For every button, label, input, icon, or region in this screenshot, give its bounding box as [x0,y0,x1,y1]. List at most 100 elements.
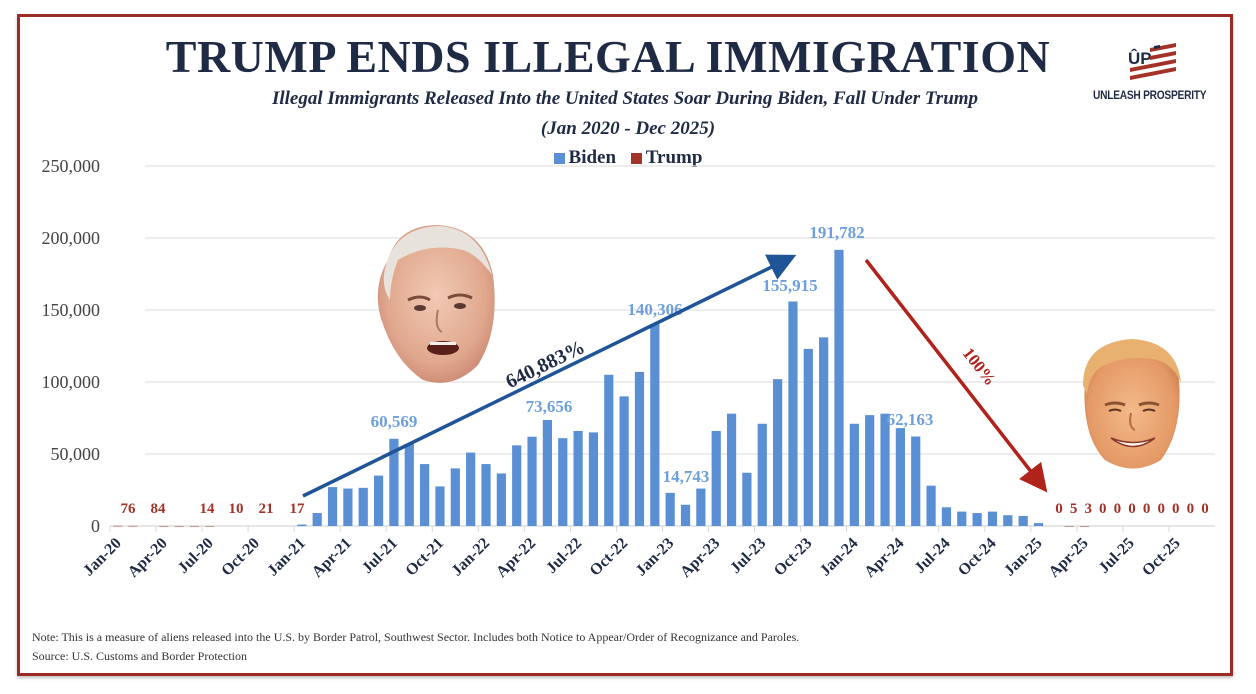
bar-biden-Oct-24 [987,511,998,526]
bar-trump-Jan-20 [113,525,123,527]
bar-biden-Aug-24 [957,511,967,526]
bar-trump-Jun-20 [189,525,200,527]
bar-biden-Jun-23 [742,472,752,526]
y-tick-label: 50,000 [51,444,101,464]
data-label-trump: 17 [290,501,306,517]
data-label-trump-2025: 0 [1114,501,1122,517]
bar-biden-Oct-23 [803,348,813,526]
trump-face-image [1083,339,1181,469]
data-label-trump-2025: 0 [1128,501,1136,517]
bar-biden-May-24 [911,436,921,526]
bar-biden-Nov-23 [819,337,829,526]
y-tick-label: 250,000 [42,156,101,176]
x-tick-label: Jul-20 [175,535,217,577]
bar-trump-Apr-20 [159,525,169,527]
legend-swatch-biden [553,152,565,164]
data-label-trump-2025: 0 [1157,501,1165,517]
x-tick-label: Apr-22 [493,535,539,581]
bar-biden-Nov-24 [1003,515,1013,526]
x-tick-label: Jul-23 [727,535,769,577]
bar-trump-Feb-20 [128,525,138,527]
bar-trump-Jul-20 [205,525,215,527]
data-label-trump: 21 [259,501,274,517]
data-label-trump: 76 [121,501,137,517]
bar-biden-Apr-24 [895,428,905,526]
bar-biden-Jan-21 [297,524,307,527]
y-axis-ticks: 0 50,000 100,000 150,000 200,000 250,000 [42,156,101,536]
bars [113,249,1090,527]
x-tick-label: Oct-21 [402,535,447,580]
x-tick-label: Apr-20 [125,535,171,581]
bar-biden-Jul-22 [573,430,583,526]
bar-biden-Feb-24 [865,415,875,526]
date-range: (Jan 2020 - Dec 2025) [540,118,716,139]
y-tick-label: 100,000 [42,372,101,392]
bar-biden-Dec-21 [466,452,476,526]
data-label-biden: 14,743 [663,467,710,486]
data-label-trump-2025: 0 [1143,501,1151,517]
rise-arrow [302,254,797,498]
data-label-biden: 155,915 [762,276,817,295]
bar-biden-May-23 [726,413,737,526]
footnote-note: Note: This is a measure of aliens releas… [32,630,800,644]
bar-biden-Sep-21 [420,464,430,526]
data-label-trump-2025: 3 [1084,501,1092,517]
y-tick-label: 150,000 [42,300,101,320]
data-label-biden: 62,163 [887,410,934,429]
bar-biden-May-22 [542,419,552,526]
chart-frame [17,14,1233,676]
bar-biden-Jun-22 [558,438,568,526]
bar-biden-Aug-22 [588,432,599,526]
x-tick-label: Jul-21 [359,535,401,577]
data-label-biden: 73,656 [526,397,573,416]
bar-biden-Sep-22 [604,374,614,526]
data-label-trump-2025: 0 [1055,501,1063,517]
bar-biden-Jul-21 [389,438,399,526]
bar-biden-Jan-23 [665,492,675,526]
x-tick-label: Jan-25 [1001,535,1046,580]
logo-mark: ÛP [1128,49,1152,68]
biden-face-image [377,225,495,383]
x-tick-label: Jan-20 [80,535,125,580]
bar-biden-Feb-21 [312,513,322,526]
x-tick-label: Apr-23 [677,535,723,581]
bar-biden-Apr-22 [527,436,537,526]
bar-trump-Mar-25 [1064,525,1074,527]
x-tick-label: Jul-24 [911,535,953,577]
x-tick-label: Jan-23 [633,535,678,580]
data-label-biden: 140,306 [627,300,682,319]
data-label-trump-2025: 0 [1099,501,1107,517]
data-label-trump: 84 [151,501,167,517]
bar-biden-Aug-21 [404,443,414,526]
y-tick-label: 0 [91,516,100,536]
bar-biden-May-21 [358,487,368,526]
x-tick-label: Apr-24 [861,535,907,581]
bar-biden-Sep-23 [788,301,798,526]
y-tick-label: 200,000 [42,228,101,248]
bar-biden-Oct-22 [619,396,629,526]
chart-legend: Biden Trump [0,147,1256,170]
bar-trump-May-20 [174,525,184,527]
bar-biden-Nov-22 [634,371,645,526]
bar-biden-Nov-21 [450,468,460,526]
legend-item-biden: Biden [553,147,616,169]
x-tick-label: Jul-22 [543,535,585,577]
x-tick-label: Oct-20 [218,535,263,580]
x-tick-label: Jan-22 [448,535,493,580]
bar-trump-Apr-25 [1079,525,1090,527]
x-tick-label: Oct-25 [1139,535,1184,580]
x-tick-label: Oct-23 [771,535,816,580]
bar-biden-Jul-24 [941,507,952,526]
x-tick-label: Oct-24 [955,535,1000,580]
chart-subtitle: Illegal Immigrants Released Into the Uni… [271,88,979,109]
bar-biden-Jun-24 [926,485,936,526]
bar-biden-Jan-22 [481,464,491,526]
bar-biden-Dec-22 [650,323,660,526]
bar-biden-Mar-23 [696,488,706,526]
bar-biden-Jan-24 [849,423,859,526]
bar-biden-Sep-24 [972,513,982,526]
bar-biden-Apr-21 [343,488,353,526]
x-tick-label: Jul-25 [1096,535,1138,577]
bar-biden-Dec-24 [1018,515,1028,526]
